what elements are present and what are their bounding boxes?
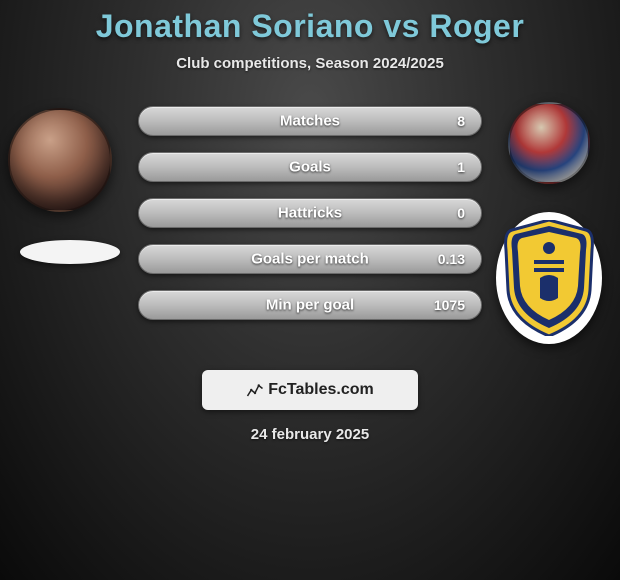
stat-bar-goals: Goals 1: [138, 152, 482, 182]
player-left-club-placeholder: [20, 240, 120, 264]
player-left-avatar: [8, 108, 112, 212]
stat-label: Min per goal: [266, 297, 354, 314]
stat-label: Hattricks: [278, 205, 342, 222]
stat-bar-hattricks: Hattricks 0: [138, 198, 482, 228]
stat-bar-matches: Matches 8: [138, 106, 482, 136]
brand-text: FcTables.com: [268, 381, 374, 399]
stat-bar-min-per-goal: Min per goal 1075: [138, 290, 482, 320]
cadiz-crest-icon: [504, 220, 594, 336]
stat-value: 8: [457, 113, 465, 129]
content-root: Jonathan Soriano vs Roger Club competiti…: [0, 0, 620, 580]
stat-value: 0: [457, 205, 465, 221]
stat-bars: Matches 8 Goals 1 Hattricks 0 Goals per …: [138, 106, 482, 336]
stat-value: 1: [457, 159, 465, 175]
player-right-avatar: [508, 102, 590, 184]
date-text: 24 february 2025: [0, 426, 620, 443]
stat-bar-goals-per-match: Goals per match 0.13: [138, 244, 482, 274]
chart-icon: [246, 381, 264, 399]
stat-label: Goals per match: [251, 251, 369, 268]
stats-area: Matches 8 Goals 1 Hattricks 0 Goals per …: [0, 106, 620, 346]
stat-label: Matches: [280, 113, 340, 130]
stat-value: 0.13: [438, 251, 465, 267]
player-right-club-crest: [496, 206, 602, 350]
subtitle: Club competitions, Season 2024/2025: [0, 55, 620, 72]
stat-label: Goals: [289, 159, 331, 176]
stat-value: 1075: [434, 297, 465, 313]
brand-badge: FcTables.com: [202, 370, 418, 410]
page-title: Jonathan Soriano vs Roger: [0, 8, 620, 45]
